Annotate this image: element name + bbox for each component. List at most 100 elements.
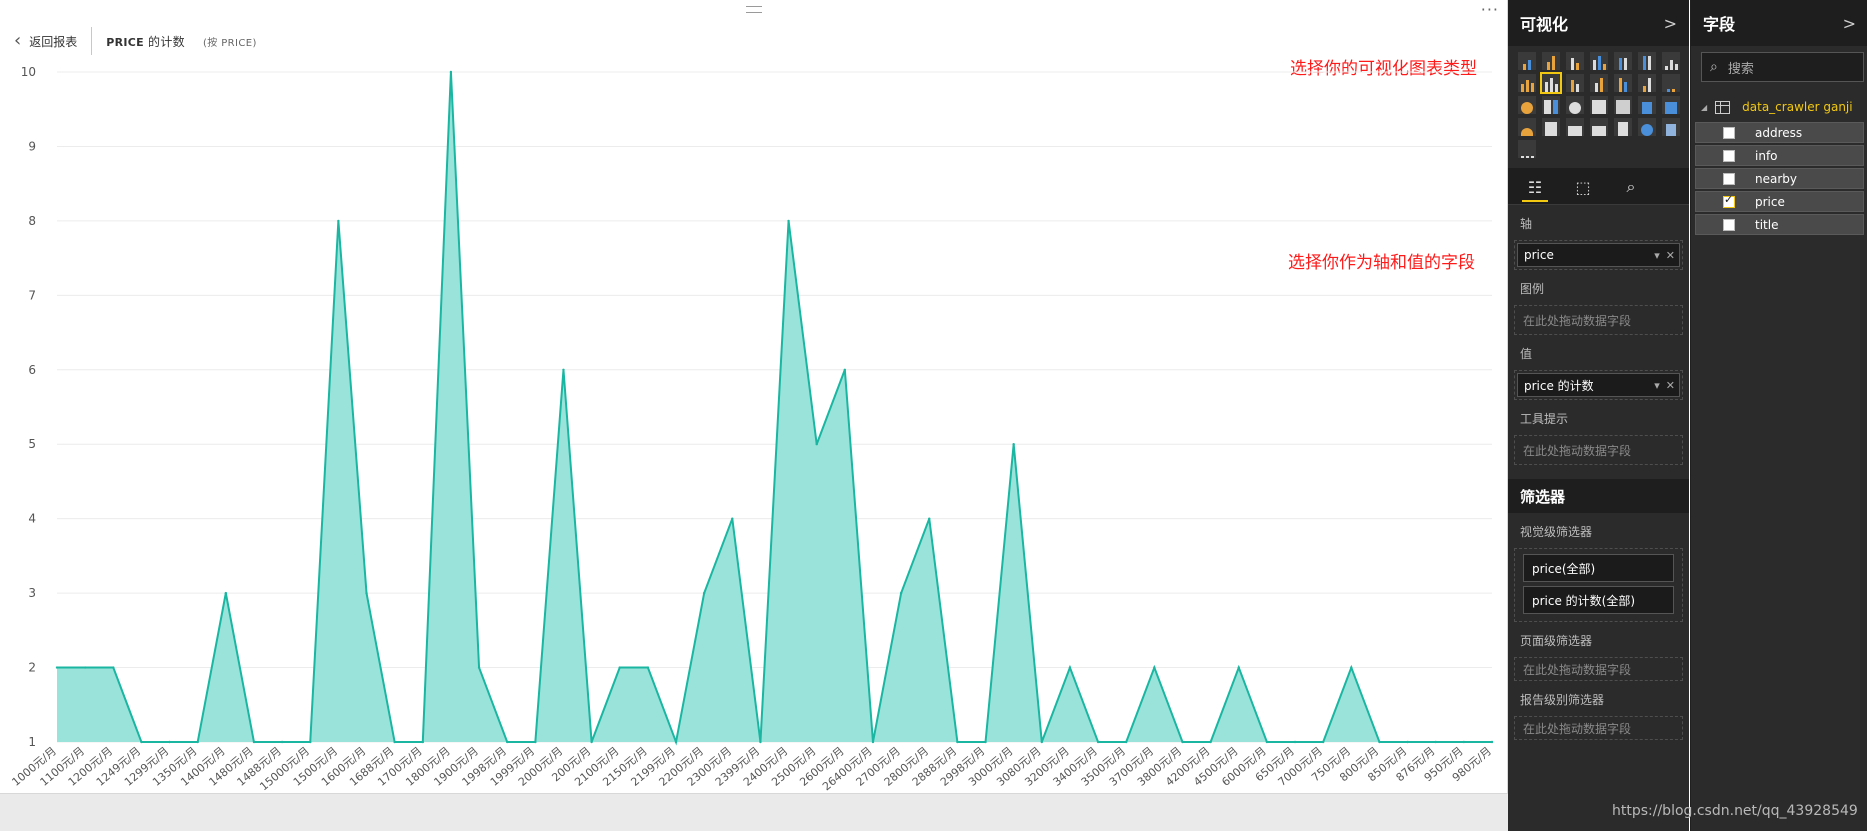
close-icon[interactable]: ✕ bbox=[1665, 378, 1675, 392]
data-point bbox=[505, 740, 509, 744]
clustered-column-icon[interactable] bbox=[1590, 52, 1608, 70]
line-stacked-column-icon[interactable] bbox=[1590, 74, 1608, 92]
field-label: title bbox=[1755, 217, 1779, 232]
field-checkbox[interactable] bbox=[1723, 193, 1735, 208]
fields-search-input[interactable]: ⌕ 搜索 bbox=[1701, 52, 1864, 82]
data-point bbox=[112, 666, 115, 669]
donut-chart-icon[interactable] bbox=[1638, 118, 1656, 136]
data-point bbox=[1265, 740, 1269, 744]
values-field-pill[interactable]: price 的计数 ▾ ✕ bbox=[1517, 373, 1680, 397]
data-point bbox=[1068, 666, 1072, 669]
area-chart-icon[interactable] bbox=[1518, 74, 1536, 92]
data-point bbox=[83, 666, 87, 669]
data-point bbox=[1462, 740, 1466, 744]
chevron-down-icon[interactable]: ▾ bbox=[1654, 378, 1660, 392]
values-field-name: price 的计数 bbox=[1524, 378, 1594, 393]
legend-well[interactable]: 在此处拖动数据字段 bbox=[1514, 305, 1683, 335]
legend-label: 图例 bbox=[1520, 282, 1545, 296]
close-icon[interactable]: ✕ bbox=[1665, 248, 1675, 262]
drag-grip-icon[interactable] bbox=[746, 6, 762, 13]
y-tick-label: 3 bbox=[28, 586, 36, 600]
field-checkbox[interactable] bbox=[1723, 149, 1735, 162]
tooltip-label: 工具提示 bbox=[1520, 412, 1569, 426]
data-point bbox=[168, 740, 171, 744]
tooltip-well[interactable]: 在此处拖动数据字段 bbox=[1514, 435, 1683, 465]
100-stacked-bar-icon[interactable] bbox=[1614, 52, 1632, 70]
pie-chart-icon[interactable] bbox=[1518, 96, 1536, 114]
data-point bbox=[928, 517, 931, 520]
table-icon bbox=[1715, 100, 1731, 114]
report-area: ··· ‹ 返回报表 PRICE 的计数 (按 PRICE) 选择你的可视化图表… bbox=[0, 0, 1508, 831]
more-visuals-icon[interactable] bbox=[1518, 140, 1536, 158]
fields-tab-icon[interactable]: ☷ bbox=[1522, 174, 1548, 202]
stacked-bar-icon[interactable] bbox=[1518, 52, 1536, 70]
field-checkbox[interactable] bbox=[1723, 218, 1735, 231]
filter-card-price[interactable]: price(全部) bbox=[1523, 554, 1674, 582]
axis-well[interactable]: price ▾ ✕ bbox=[1514, 240, 1683, 270]
table-icon[interactable] bbox=[1590, 96, 1608, 114]
values-well[interactable]: price 的计数 ▾ ✕ bbox=[1514, 370, 1683, 400]
matrix-icon[interactable] bbox=[1614, 96, 1632, 114]
data-point bbox=[1181, 740, 1184, 744]
field-row-info[interactable]: info bbox=[1695, 145, 1864, 166]
multi-row-card-icon[interactable] bbox=[1542, 118, 1560, 136]
funnel-icon[interactable] bbox=[1662, 96, 1680, 114]
data-point bbox=[534, 740, 537, 744]
gauge-icon[interactable] bbox=[1518, 118, 1536, 136]
report-filters-well[interactable]: 在此处拖动数据字段 bbox=[1514, 716, 1683, 740]
analytics-magnifier-icon[interactable]: ⌕ bbox=[1626, 177, 1636, 196]
scatter-chart-icon[interactable] bbox=[1662, 74, 1680, 92]
slicer-icon[interactable] bbox=[1614, 118, 1632, 136]
more-options-icon[interactable]: ··· bbox=[1480, 0, 1499, 19]
collapse-fields-button[interactable]: > bbox=[1842, 13, 1856, 33]
data-point bbox=[196, 740, 199, 744]
expand-triangle-icon[interactable]: ◢ bbox=[1701, 102, 1708, 112]
waterfall-icon[interactable] bbox=[1638, 74, 1656, 92]
ribbon-chart-icon[interactable] bbox=[1614, 74, 1632, 92]
stacked-area-icon[interactable] bbox=[1540, 72, 1562, 94]
data-point bbox=[899, 591, 903, 595]
data-point bbox=[731, 517, 734, 520]
page-filters-well[interactable]: 在此处拖动数据字段 bbox=[1514, 657, 1683, 681]
chevron-down-icon[interactable]: ▾ bbox=[1654, 248, 1660, 262]
map-icon[interactable] bbox=[1566, 96, 1584, 114]
filter-card-price-count[interactable]: price 的计数(全部) bbox=[1523, 586, 1674, 614]
fields-title: 字段 bbox=[1703, 15, 1736, 34]
legend-placeholder: 在此处拖动数据字段 bbox=[1523, 313, 1632, 328]
field-row-nearby[interactable]: nearby bbox=[1695, 168, 1864, 189]
axis-field-pill[interactable]: price ▾ ✕ bbox=[1517, 243, 1680, 267]
field-row-address[interactable]: address bbox=[1695, 122, 1864, 143]
back-label: 返回报表 bbox=[29, 34, 78, 49]
filters-title: 筛选器 bbox=[1508, 479, 1689, 513]
data-point bbox=[787, 219, 790, 223]
line-chart-icon[interactable] bbox=[1662, 52, 1680, 70]
card-icon[interactable] bbox=[1566, 118, 1584, 136]
visual-filters-box: price(全部) price 的计数(全部) bbox=[1514, 548, 1683, 622]
field-checkbox[interactable] bbox=[1723, 126, 1735, 139]
data-point bbox=[646, 666, 650, 669]
field-checkbox[interactable] bbox=[1723, 172, 1735, 185]
data-point bbox=[956, 740, 959, 744]
back-to-report-button[interactable]: ‹ 返回报表 bbox=[14, 32, 77, 50]
data-point bbox=[1040, 740, 1044, 744]
y-tick-label: 4 bbox=[28, 512, 36, 526]
page-filters-label: 页面级筛选器 bbox=[1520, 634, 1593, 648]
kpi-icon[interactable] bbox=[1590, 118, 1608, 136]
field-row-price[interactable]: price bbox=[1695, 191, 1864, 212]
100-stacked-column-icon[interactable] bbox=[1638, 52, 1656, 70]
filled-map-icon[interactable] bbox=[1638, 96, 1656, 114]
clustered-bar-icon[interactable] bbox=[1566, 52, 1584, 70]
data-point bbox=[1153, 666, 1156, 669]
collapse-visualizations-button[interactable]: > bbox=[1663, 13, 1677, 33]
field-row-title[interactable]: title bbox=[1695, 214, 1864, 235]
table-node[interactable]: ◢ data_crawler ganji bbox=[1691, 82, 1867, 120]
r-visual-icon[interactable] bbox=[1662, 118, 1680, 136]
line-clustered-column-icon[interactable] bbox=[1566, 74, 1584, 92]
data-point bbox=[449, 70, 453, 74]
data-point bbox=[1125, 740, 1128, 744]
data-point bbox=[252, 740, 256, 744]
table-name: data_crawler ganji bbox=[1742, 100, 1853, 114]
treemap-icon[interactable] bbox=[1542, 96, 1560, 114]
stacked-column-icon[interactable] bbox=[1542, 52, 1560, 70]
format-paint-roller-icon[interactable]: ⬚ bbox=[1575, 177, 1591, 197]
